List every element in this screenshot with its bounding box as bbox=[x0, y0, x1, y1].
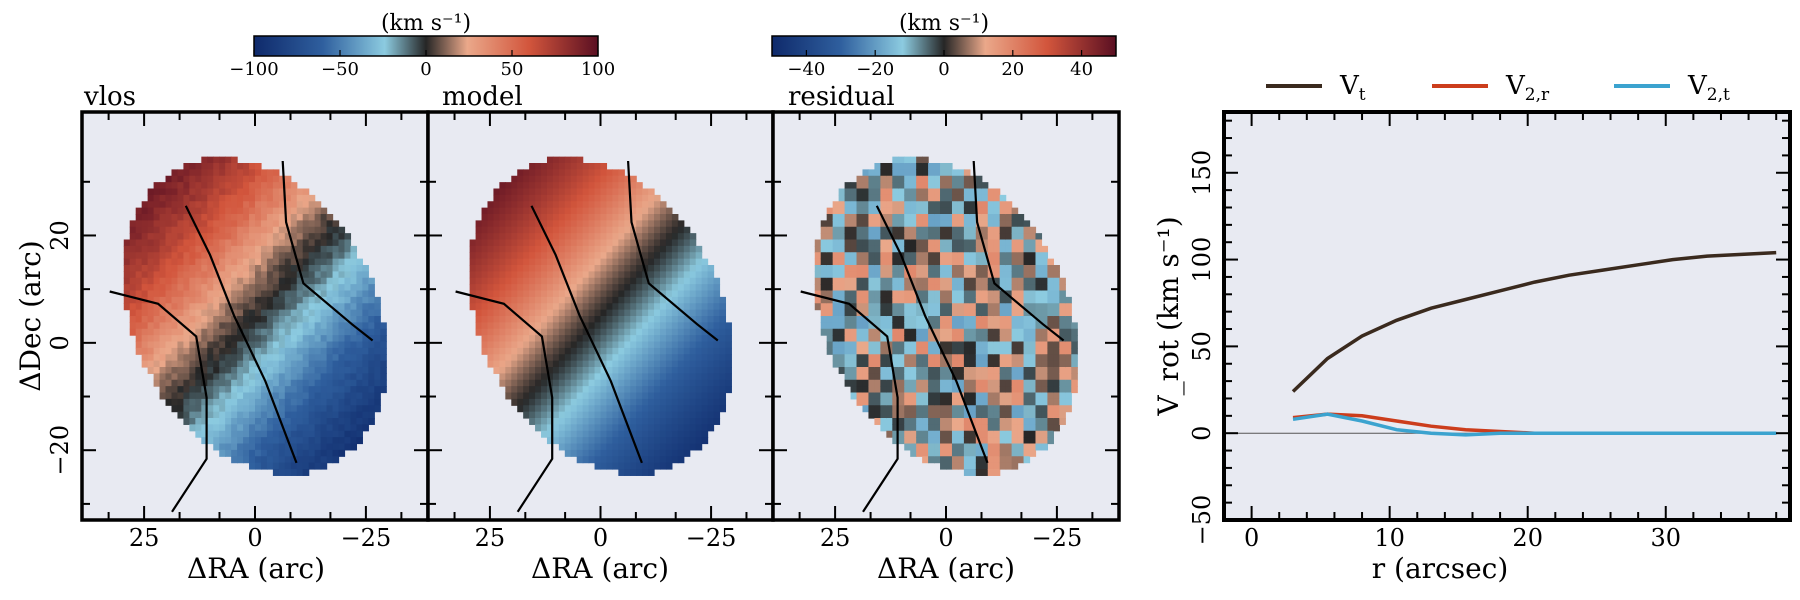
colorbar-tick-label: 20 bbox=[1001, 59, 1024, 80]
colorbar-residual: (km s⁻¹) −40 −20 0 20 40 bbox=[771, 11, 1117, 80]
series-line-Vt bbox=[1291, 250, 1777, 393]
contour-line bbox=[455, 290, 554, 513]
map-xtick-label: 25 bbox=[820, 524, 851, 552]
colorbar-velocity: (km s⁻¹) −100 −50 0 50 100 bbox=[229, 11, 615, 80]
panel-label-model: model bbox=[442, 82, 523, 112]
rotation-curve-chart: 0 10 20 30 −50 0 50 100 150 bbox=[1188, 110, 1792, 552]
colorbar-tick-label: 0 bbox=[420, 59, 431, 80]
chart-ytick-label: 50 bbox=[1188, 331, 1216, 362]
map-xtick-label: 25 bbox=[129, 524, 160, 552]
panel-label-vlos: vlos bbox=[83, 82, 136, 112]
colorbar-unit: (km s⁻¹) bbox=[381, 11, 471, 36]
colorbar-tick-label: −20 bbox=[856, 59, 894, 80]
legend-label: V2,r bbox=[1505, 71, 1550, 105]
contour-line bbox=[627, 160, 719, 342]
series-line-V2t bbox=[1292, 412, 1777, 437]
map-ytick-label: −20 bbox=[46, 425, 74, 476]
chart-ytick-label: 0 bbox=[1188, 426, 1216, 441]
colorbar-tick-label: 0 bbox=[938, 59, 949, 80]
map-xtick-label: 25 bbox=[475, 524, 506, 552]
chart-xtick-label: 20 bbox=[1512, 524, 1543, 552]
contour-line bbox=[281, 160, 374, 342]
map-xtick-label: 0 bbox=[593, 524, 608, 552]
map-xtick-label: −25 bbox=[1032, 524, 1083, 552]
contour-line bbox=[875, 205, 989, 464]
chart-ytick-label: 100 bbox=[1188, 237, 1216, 283]
contour-line bbox=[530, 205, 643, 464]
chart-xlabel: r (arcsec) bbox=[1372, 552, 1509, 585]
map-xlabel: ΔRA (arc) bbox=[187, 552, 325, 585]
chart-xtick-label: 30 bbox=[1650, 524, 1681, 552]
map-panel-residual bbox=[773, 112, 1119, 520]
map-ytick-label: 20 bbox=[46, 220, 74, 251]
chart-xtick-label: 10 bbox=[1374, 524, 1405, 552]
chart-ylabel: V_rot (km s⁻¹) bbox=[1152, 216, 1185, 416]
colorbar-unit: (km s⁻¹) bbox=[899, 11, 989, 36]
map-xtick-label: −25 bbox=[341, 524, 392, 552]
chart-ytick-label: −50 bbox=[1188, 495, 1216, 546]
map-ytick-label: 0 bbox=[46, 335, 74, 350]
contour-line bbox=[800, 290, 899, 513]
chart-legend: Vt V2,r V2,t bbox=[1266, 71, 1730, 105]
chart-frame bbox=[1222, 110, 1792, 522]
legend-label: Vt bbox=[1339, 71, 1366, 105]
contour-line bbox=[972, 160, 1065, 342]
colorbar-tick-label: 100 bbox=[581, 59, 615, 80]
map-xlabel: ΔRA (arc) bbox=[877, 552, 1015, 585]
map-xtick-label: 0 bbox=[938, 524, 953, 552]
colorbar-tick-label: −50 bbox=[321, 59, 359, 80]
legend-label: V2,t bbox=[1687, 71, 1730, 105]
contour-line bbox=[109, 290, 208, 513]
chart-xtick-label: 0 bbox=[1244, 524, 1259, 552]
chart-ytick-label: 150 bbox=[1188, 150, 1216, 196]
contour-line bbox=[184, 205, 298, 464]
map-panel-model bbox=[428, 112, 773, 520]
map-xtick-label: −25 bbox=[686, 524, 737, 552]
map-xtick-label: 0 bbox=[247, 524, 262, 552]
map-panel-vlos bbox=[82, 112, 428, 520]
colorbar-tick-label: 50 bbox=[501, 59, 524, 80]
colorbar-tick-label: −40 bbox=[787, 59, 825, 80]
panel-label-residual: residual bbox=[788, 82, 895, 112]
chart-plot-area bbox=[1224, 112, 1790, 520]
colorbar-tick-label: −100 bbox=[229, 59, 278, 80]
map-xlabel: ΔRA (arc) bbox=[531, 552, 669, 585]
map-ylabel: ΔDec (arc) bbox=[14, 240, 47, 391]
colorbar-tick-label: 40 bbox=[1070, 59, 1093, 80]
velocity-maps: 25 0 −25 25 0 −25 25 0 −25 20 0 −20 bbox=[46, 110, 1121, 552]
